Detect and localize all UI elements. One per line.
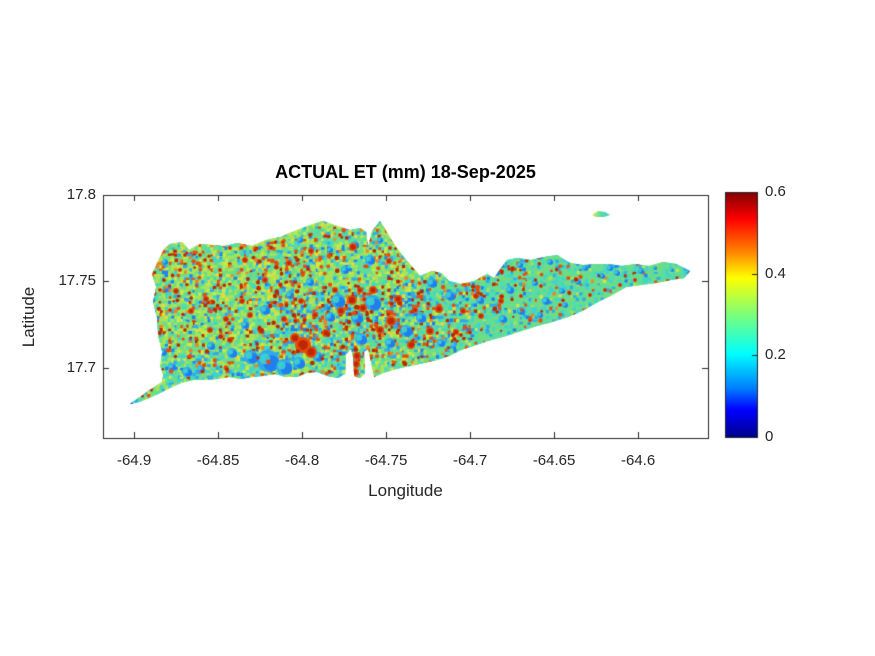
y-tick-label: 17.7 bbox=[66, 358, 96, 376]
y-tick-label: 17.8 bbox=[66, 186, 96, 203]
x-tick-label: -64.7 bbox=[452, 452, 488, 469]
colorbar-tick-label: 0.2 bbox=[765, 346, 786, 364]
chart-title: ACTUAL ET (mm) 18-Sep-2025 bbox=[275, 162, 536, 182]
x-tick-label: -64.8 bbox=[284, 452, 320, 469]
x-axis-label: Longitude bbox=[368, 481, 443, 500]
x-tick-label: -64.65 bbox=[532, 452, 576, 469]
colorbar-tick-label: 0.4 bbox=[765, 264, 786, 282]
colorbar-tick-label: 0.6 bbox=[765, 183, 786, 200]
y-tick-label: 17.75 bbox=[58, 272, 96, 290]
x-tick-label: -64.9 bbox=[116, 452, 152, 469]
x-tick-label: -64.85 bbox=[196, 452, 240, 469]
colorbar-tick-label: 0 bbox=[765, 428, 774, 445]
x-tick-label: -64.75 bbox=[364, 452, 408, 469]
y-axis-label: Latitude bbox=[19, 286, 38, 348]
x-tick-label: -64.6 bbox=[620, 452, 656, 469]
